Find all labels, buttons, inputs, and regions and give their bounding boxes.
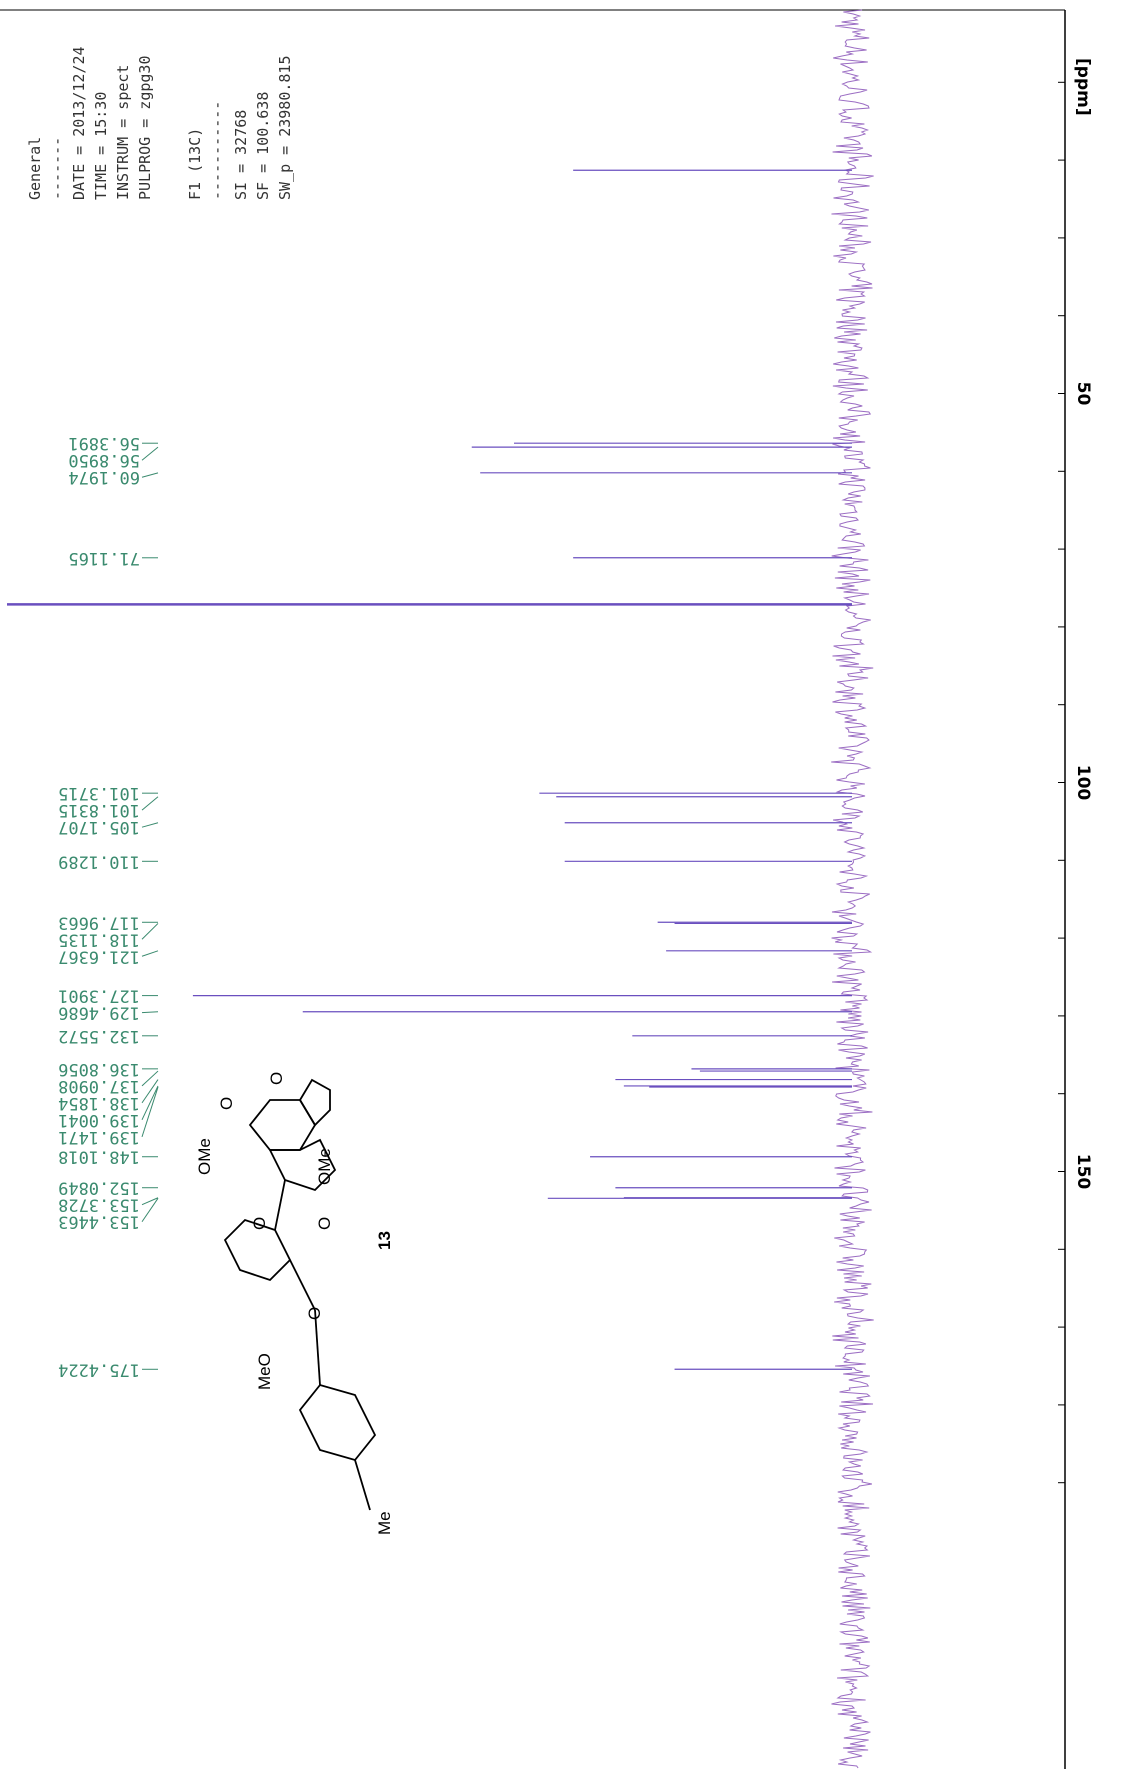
peak-label: 117.9663 [58,912,140,932]
bond-methyl [354,1459,371,1511]
peak-label: 136.8056 [58,1059,140,1079]
peak-label-connector [141,1197,159,1206]
peak-label-connector [141,1070,159,1087]
bond-ether [289,1259,316,1311]
peak-label: 139.1471 [58,1127,140,1147]
peak-label: 118.1135 [58,929,140,949]
peak-label-connector [141,950,159,957]
peak-label-connector [141,1011,159,1014]
param-time: TIME = 15:30 [92,92,110,200]
axis-tick-label: 150 [1073,1154,1093,1190]
peak-label: 56.8950 [68,450,140,470]
label-o-4: O [315,1217,334,1230]
peak-label: 138.1854 [58,1093,140,1113]
peak-label: 127.3901 [58,986,140,1006]
peak-label-connector [141,446,159,461]
label-o-3: O [250,1217,269,1230]
ppm-axis: 50 100 150 [1058,81,1093,1484]
peak-label-connector [141,1086,159,1138]
label-o-2: O [267,1072,286,1085]
peak-label: 139.0041 [58,1110,140,1130]
peak-label-connector [141,1085,159,1121]
label-ome-mid: OMe [315,1148,334,1185]
axis-unit-label: [ppm] [1073,58,1093,116]
noise-trace [831,9,874,1769]
label-me: Me [375,1511,394,1535]
bond-bc [274,1179,286,1231]
compound-atom-labels: OMe OMe MeO Me O O O O O 13 [195,1072,394,1535]
param-si: SI = 32768 [232,110,250,200]
peak-label: 101.8315 [58,800,140,820]
label-ome-top: OMe [195,1138,214,1175]
param-pulprog: PULPROG = zgpg30 [136,56,154,201]
peak-label-connector [141,822,159,828]
label-meo: MeO [255,1353,274,1390]
peak-label: 60.1974 [68,467,140,487]
peak-label-connector [141,1079,159,1104]
ring-d [298,1383,377,1462]
param-swp: SW_p = 23980.815 [276,56,294,201]
peak-label-connector [141,923,159,940]
peak-label: 121.6367 [58,946,140,966]
peak-label: 129.4686 [58,1003,140,1023]
peak-label: 110.1289 [58,851,140,871]
peak-label-connector [141,472,159,478]
bond-benzyl [314,1309,321,1386]
compound-number: 13 [375,1231,394,1250]
peak-label: 137.0908 [58,1076,140,1096]
axis-tick-label: 50 [1073,382,1093,406]
peak-label: 56.3891 [68,433,140,453]
param-header: General [26,137,44,200]
peak-label: 175.4224 [58,1359,140,1379]
param-dashes: ------- [48,137,66,200]
peak-label: 148.1018 [58,1147,140,1167]
label-o-1: O [217,1097,236,1110]
param-date: DATE = 2013/12/24 [70,46,88,200]
param-sf: SF = 100.638 [254,92,272,200]
peak-label: 105.1707 [58,817,140,837]
peak-label: 153.3728 [58,1195,140,1215]
param-f1-header: F1 (13C) [186,128,204,200]
dioxole-ring [298,1078,331,1127]
baseline-noise [831,9,874,1769]
param-instrum: INSTRUM = spect [114,65,132,200]
axis-tick-label: 100 [1073,765,1093,801]
peak-series [7,169,852,1370]
peak-label: 132.5572 [58,1026,140,1046]
peak-label: 152.0849 [58,1178,140,1198]
label-o-5: O [305,1307,324,1320]
peak-label: 101.3715 [58,783,140,803]
compound-structure [223,1078,377,1511]
acquisition-parameters: General ------- DATE = 2013/12/24 TIME =… [26,46,294,200]
peak-label-connector [141,796,159,811]
peak-label-connector [141,1198,159,1223]
param-f1-dashes: ----------- [208,101,226,200]
peak-label: 153.4463 [58,1212,140,1232]
peak-label: 71.1165 [68,548,140,568]
